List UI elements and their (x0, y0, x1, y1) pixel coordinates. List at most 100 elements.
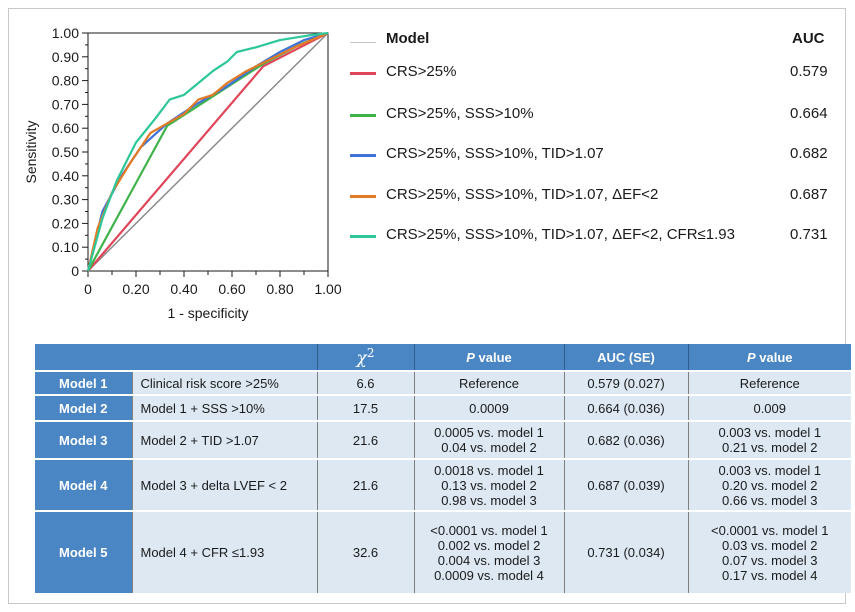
p-value-line: 0.0005 vs. model 1 (434, 425, 544, 440)
chi-square-cell: 21.6 (316, 420, 414, 459)
p-value-line: <0.0001 vs. model 1 (711, 522, 829, 538)
y-axis-label: Sensitivity (23, 120, 39, 183)
p-value-2-cell: 0.009 (687, 394, 851, 421)
p-value-line: 0.002 vs. model 2 (437, 537, 541, 553)
p-value-cell: 0.0005 vs. model 1 0.04 vs. model 2 (413, 420, 564, 459)
y-tick-label: 0.60 (52, 120, 79, 136)
header-auc-se: AUC (SE) (563, 344, 688, 371)
p-value-line: <0.0001 vs. model 1 (430, 522, 548, 538)
legend-entry: CRS>25%, SSS>10%, TID>1.07 0.682 (350, 145, 850, 165)
p-value-line: Reference (459, 375, 519, 391)
chi-square-cell: 21.6 (316, 458, 414, 511)
p-value-2-cell: <0.0001 vs. model 1 0.03 vs. model 2 0.07 … (687, 510, 851, 593)
p-value-line: 0.17 vs. model 4 (722, 567, 818, 583)
roc-curve-model-1 (87, 32, 329, 272)
legend-entry: CRS>25%, SSS>10%, TID>1.07, ΔEF<2, CFR≤1… (350, 226, 850, 246)
results-table: χ2 P value AUC (SE) P value Model 1 Clini… (35, 344, 851, 593)
p-value-line: 0.003 vs. model 1 (718, 425, 822, 440)
p-value-line: Reference (739, 375, 800, 391)
x-axis-label: 1 - specificity (168, 305, 249, 321)
legend-swatch (350, 235, 376, 238)
model-description-cell: Model 3 + delta LVEF < 2 (131, 458, 317, 511)
legend-label: CRS>25% (386, 63, 457, 80)
legend-swatch (350, 195, 376, 198)
roc-curve-reference (87, 32, 329, 272)
legend-header-auc: AUC (792, 30, 825, 47)
y-tick-label: 0.10 (52, 239, 79, 255)
auc-se-cell: 0.664 (0.036) (563, 394, 688, 421)
legend-header-row: Model AUC (350, 30, 850, 50)
roc-chart: 0 0.20 0.40 0.60 0.80 1.00 0 0.10 0.20 0.30 0.40 0.… (23, 25, 342, 321)
table-row: Model 3 Model 2 + TID >1.07 21.6 0.0005 vs.… (35, 420, 851, 459)
p-value-2-cell: 0.003 vs. model 1 0.21 vs. model 2 (687, 420, 851, 459)
y-tick-label: 0 (71, 263, 79, 279)
model-name-cell: Model 3 (35, 420, 132, 459)
x-tick-label: 0.40 (170, 281, 197, 297)
auc-se-cell: 0.682 (0.036) (563, 420, 688, 459)
legend-header-model: Model (386, 30, 430, 47)
p-value-cell: Reference (413, 370, 564, 395)
legend-auc: 0.687 (790, 186, 828, 203)
y-tick-label: 0.90 (52, 49, 79, 65)
table-header-row: χ2 P value AUC (SE) P value (35, 344, 851, 371)
model-description-cell: Model 2 + TID >1.07 (131, 420, 317, 459)
header-p-value-2: P value (687, 344, 851, 371)
p-value-line: 0.004 vs. model 3 (437, 552, 541, 568)
model-description-cell: Model 1 + SSS >10% (131, 394, 317, 421)
legend-entry: CRS>25%, SSS>10%, TID>1.07, ΔEF<2 0.687 (350, 186, 850, 206)
y-tick-label: 0.80 (52, 73, 79, 89)
legend-swatch (350, 72, 376, 75)
legend-auc: 0.682 (790, 145, 828, 162)
model-name-cell: Model 5 (35, 510, 132, 593)
p-value-line: 0.0018 vs. model 1 (434, 462, 544, 478)
roc-curve-model-5 (86, 31, 329, 272)
p-value-line: 0.0009 (469, 400, 509, 416)
table-row: Model 2 Model 1 + SSS >10% 17.5 0.0009 0.664… (35, 394, 851, 421)
legend-label: CRS>25%, SSS>10%, TID>1.07, ΔEF<2, CFR≤1… (386, 226, 735, 243)
y-tick-label: 1.00 (52, 25, 79, 41)
p-value-cell: 0.0009 (413, 394, 564, 421)
model-description-cell: Model 4 + CFR ≤1.93 (131, 510, 317, 593)
table-row: Model 1 Clinical risk score >25% 6.6 Refere… (35, 370, 851, 395)
p-value-line: 0.66 vs. model 3 (722, 492, 818, 508)
legend-label: CRS>25%, SSS>10%, TID>1.07 (386, 145, 604, 162)
p-value-line: 0.03 vs. model 2 (722, 537, 818, 553)
header-p-value: P value (413, 344, 564, 371)
legend-swatch (350, 114, 376, 117)
figure-frame (8, 8, 846, 604)
p-value-line: 0.13 vs. model 2 (441, 477, 537, 493)
x-tick-label: 0.60 (218, 281, 245, 297)
y-tick-label: 0.20 (52, 215, 79, 231)
chi-square-cell: 6.6 (316, 370, 414, 395)
x-tick-label: 0.20 (122, 281, 149, 297)
model-name-cell: Model 4 (35, 458, 132, 511)
y-tick-label: 0.50 (52, 144, 79, 160)
p-value-cell: <0.0001 vs. model 1 0.002 vs. model 2 0.00… (413, 510, 564, 593)
header-blank (35, 344, 317, 371)
header-chi-square: χ2 (316, 344, 414, 371)
p-value-line: 0.07 vs. model 3 (722, 552, 818, 568)
chi-square-cell: 32.6 (316, 510, 414, 593)
p-value-line: 0.21 vs. model 2 (722, 440, 818, 455)
p-value-line: 0.04 vs. model 2 (441, 440, 537, 455)
legend-entry: CRS>25%, SSS>10% 0.664 (350, 105, 850, 125)
auc-se-cell: 0.731 (0.034) (563, 510, 688, 593)
model-name-cell: Model 1 (35, 370, 132, 395)
series-lines (86, 31, 329, 272)
p-value-line: 0.003 vs. model 1 (718, 462, 822, 478)
x-tick-label: 0.80 (266, 281, 293, 297)
auc-se-cell: 0.687 (0.039) (563, 458, 688, 511)
legend-label: CRS>25%, SSS>10% (386, 105, 534, 122)
y-tick-label: 0.40 (52, 168, 79, 184)
model-name-cell: Model 2 (35, 394, 132, 421)
model-description-cell: Clinical risk score >25% (131, 370, 317, 395)
legend-entry: CRS>25% 0.579 (350, 63, 850, 83)
legend-header-rule (350, 42, 376, 43)
table-row: Model 4 Model 3 + delta LVEF < 2 21.6 0.001… (35, 458, 851, 511)
legend-auc: 0.579 (790, 63, 828, 80)
chi-square-cell: 17.5 (316, 394, 414, 421)
y-tick-label: 0.30 (52, 192, 79, 208)
auc-se-cell: 0.579 (0.027) (563, 370, 688, 395)
legend-auc: 0.664 (790, 105, 828, 122)
p-value-line: 0.0009 vs. model 4 (434, 567, 544, 583)
